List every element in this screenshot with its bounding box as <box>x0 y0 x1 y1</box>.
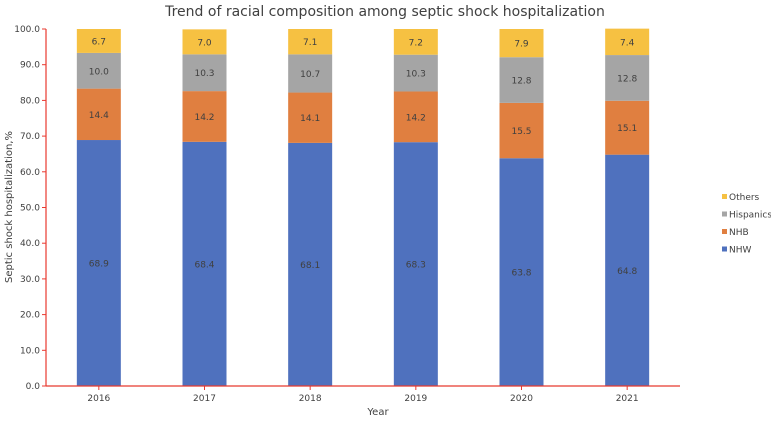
bar-segment-others-2017 <box>182 29 227 55</box>
data-label: 68.9 <box>89 260 109 270</box>
data-label: 12.8 <box>511 77 531 87</box>
y-tick-label: 30.0 <box>20 275 40 285</box>
bar-segment-others-2018 <box>288 29 333 55</box>
data-label: 10.0 <box>89 67 109 77</box>
y-axis-label: Septic shock hospitalization,% <box>4 131 15 283</box>
data-label: 14.2 <box>194 113 214 123</box>
legend-label-nhb: NHB <box>729 228 749 238</box>
x-tick-label: 2018 <box>299 394 322 404</box>
data-label: 10.3 <box>194 69 214 79</box>
data-label: 14.4 <box>89 111 109 121</box>
x-axis-label: Year <box>366 407 389 418</box>
data-label: 15.1 <box>617 124 637 134</box>
data-label: 12.8 <box>617 74 637 84</box>
bar-segment-nhb-2020 <box>499 102 544 159</box>
data-label: 15.5 <box>511 127 531 137</box>
bar-segment-hispanics-2017 <box>182 54 227 92</box>
data-label: 7.4 <box>620 38 635 48</box>
y-tick-label: 90.0 <box>20 61 40 71</box>
bar-segment-hispanics-2021 <box>605 55 650 101</box>
bar-segment-nhb-2021 <box>605 100 650 155</box>
bar-segment-hispanics-2018 <box>288 54 333 93</box>
y-tick-label: 40.0 <box>20 239 40 249</box>
bar-segment-others-2016 <box>76 29 121 53</box>
y-tick-label: 70.0 <box>20 132 40 142</box>
data-label: 14.2 <box>406 113 426 123</box>
bar-segment-nhw-2020 <box>499 158 544 386</box>
bar-segment-nhw-2018 <box>288 142 333 386</box>
data-label: 68.4 <box>194 260 214 270</box>
data-label: 14.1 <box>300 114 320 124</box>
bar-segment-hispanics-2016 <box>76 52 121 89</box>
y-tick-label: 80.0 <box>20 96 40 106</box>
data-label: 68.1 <box>300 261 320 271</box>
bar-segment-nhb-2017 <box>182 91 227 142</box>
x-tick-label: 2020 <box>510 394 533 404</box>
x-tick-label: 2021 <box>616 394 639 404</box>
y-tick-label: 50.0 <box>20 204 40 214</box>
data-label: 64.8 <box>617 267 637 277</box>
y-tick-label: 100.0 <box>14 25 40 35</box>
chart-title: Trend of racial composition among septic… <box>164 4 605 20</box>
bar-segment-nhw-2021 <box>605 154 650 386</box>
bar-segment-nhw-2017 <box>182 141 227 386</box>
data-label: 7.0 <box>197 38 212 48</box>
data-label: 7.9 <box>514 40 529 50</box>
legend-label-hispanics: Hispanics <box>729 211 771 221</box>
bar-segment-nhb-2016 <box>76 88 121 141</box>
legend-label-others: Others <box>729 193 760 203</box>
legend-swatch-others <box>722 194 727 199</box>
data-label: 7.2 <box>409 38 423 48</box>
legend-swatch-nhw <box>722 246 727 252</box>
legend-label-nhw: NHW <box>729 246 752 256</box>
legend-swatch-hispanics <box>722 211 727 217</box>
bar-segment-hispanics-2020 <box>499 57 544 103</box>
bar-segment-others-2019 <box>393 29 438 55</box>
bar-segment-others-2020 <box>499 29 544 58</box>
data-label: 10.7 <box>300 70 320 80</box>
y-tick-label: 60.0 <box>20 168 40 178</box>
bar-segment-nhb-2019 <box>393 91 438 143</box>
data-label: 68.3 <box>406 261 426 271</box>
data-label: 6.7 <box>92 37 106 47</box>
bar-segment-nhw-2019 <box>393 142 438 386</box>
x-tick-label: 2017 <box>193 394 216 404</box>
bar-segment-nhb-2018 <box>288 92 333 143</box>
bar-segment-others-2021 <box>605 28 650 56</box>
data-label: 7.1 <box>303 38 317 48</box>
y-tick-label: 20.0 <box>20 311 40 321</box>
bar-segment-hispanics-2019 <box>393 54 438 92</box>
x-tick-label: 2019 <box>404 394 427 404</box>
y-tick-label: 10.0 <box>20 346 40 356</box>
x-tick-label: 2016 <box>87 394 110 404</box>
legend-swatch-nhb <box>722 229 727 234</box>
data-label: 10.3 <box>406 70 426 80</box>
y-tick-label: 0.0 <box>26 382 41 392</box>
bar-segment-nhw-2016 <box>76 140 121 386</box>
data-label: 63.8 <box>511 269 531 279</box>
